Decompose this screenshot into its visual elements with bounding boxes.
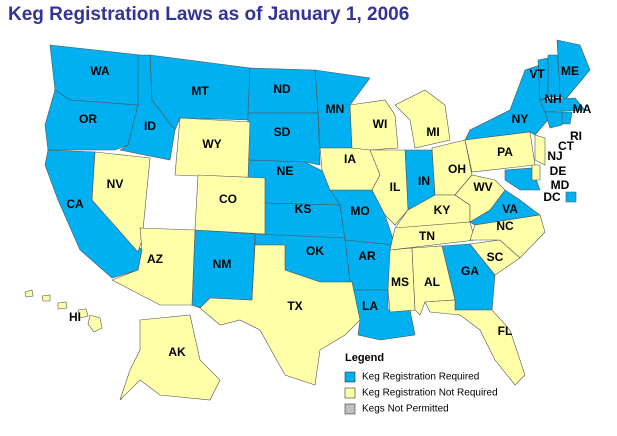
state-label: MS (391, 275, 409, 289)
state-shape (534, 134, 546, 166)
state-label: NY (512, 112, 529, 126)
state-label: ID (144, 119, 156, 133)
state-label: MO (350, 204, 369, 218)
state-label: VT (529, 67, 545, 81)
state-label: IA (344, 152, 356, 166)
state-shape (199, 244, 361, 386)
state-label: NV (107, 177, 124, 191)
state-label: WV (473, 180, 492, 194)
state-shape (424, 299, 526, 386)
state-label: SD (274, 125, 291, 139)
state-label: VA (502, 202, 518, 216)
state-label: HI (69, 310, 81, 324)
state-labels: WA OR CA ID MT ND SD NE KS OK NM MN MO AR LA IN GA VA NY VT… (66, 64, 591, 359)
state-shape (44, 89, 139, 151)
state-label: ME (561, 64, 579, 78)
state-label: ND (273, 82, 291, 96)
state-shape (344, 239, 396, 291)
legend-label: Keg Registration Required (362, 372, 479, 383)
state-shape (504, 167, 541, 191)
state-shape (91, 151, 151, 253)
state-label: RI (570, 129, 582, 143)
state-label: OK (306, 244, 324, 258)
state-shape (539, 97, 586, 113)
state-label: KY (434, 203, 451, 217)
state-label: NM (213, 257, 232, 271)
state-label: AK (168, 345, 186, 359)
state-label: CT (558, 139, 575, 153)
state-label: WI (373, 117, 388, 131)
state-label: IL (390, 180, 401, 194)
state-label: NJ (547, 149, 562, 163)
state-label: GA (461, 264, 479, 278)
state-label: AZ (147, 252, 163, 266)
state-label: DE (550, 164, 567, 178)
state-label: IN (418, 174, 430, 188)
state-label: TN (419, 229, 435, 243)
legend: Keg Registration Required Keg Registratio… (344, 371, 498, 415)
state-label: TX (287, 299, 302, 313)
state-label: CO (219, 192, 237, 206)
state-shape (24, 289, 103, 333)
state-label: DC (543, 190, 561, 204)
title: Keg Registration Laws as of January 1, 2… (8, 4, 409, 25)
state-label: MN (326, 102, 345, 116)
state-shape (531, 164, 541, 181)
state-shape (351, 289, 416, 341)
state-label: WY (202, 137, 221, 151)
state-label: AL (424, 275, 440, 289)
state-shape (469, 214, 546, 259)
state-label: NH (544, 92, 561, 106)
state-label: NE (277, 164, 294, 178)
state-label: CA (66, 197, 84, 211)
state-label: SC (487, 250, 504, 264)
state-label: OR (79, 112, 97, 126)
state-label: KS (295, 202, 312, 216)
state-shape (111, 227, 196, 306)
state-label: MD (551, 178, 570, 192)
state-label: NC (496, 219, 514, 233)
state-shape (349, 99, 399, 151)
state-label: AR (358, 249, 376, 263)
state-shape (565, 191, 577, 203)
state-label: PA (497, 145, 513, 159)
state-label: WA (90, 64, 110, 78)
state-shape (119, 314, 221, 401)
state-label: MI (426, 125, 439, 139)
legend-swatch (344, 403, 356, 415)
state-label: OH (448, 162, 466, 176)
state-shape (369, 149, 409, 226)
state-shape (556, 39, 591, 101)
state-shape (394, 89, 451, 149)
state-shape (194, 174, 266, 235)
legend-label: Keg Registration Not Required (362, 388, 498, 399)
state-shape (544, 111, 563, 129)
state-label: MA (573, 102, 592, 116)
legend-swatch (344, 387, 356, 399)
states (24, 39, 591, 401)
state-shape (561, 111, 573, 125)
state-label: MT (191, 84, 209, 98)
state-label: FL (498, 324, 513, 338)
legend-label: Kegs Not Permitted (362, 404, 449, 415)
legend-swatch (344, 371, 356, 383)
state-shape (387, 247, 416, 313)
legend-title: Legend (345, 352, 384, 364)
state-label: LA (362, 299, 378, 313)
state-shape (454, 174, 506, 223)
